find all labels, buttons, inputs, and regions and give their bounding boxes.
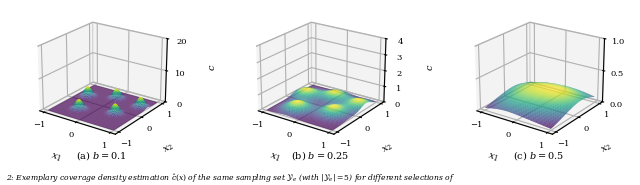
Title: (a) $b = 0.1$: (a) $b = 0.1$: [76, 149, 127, 162]
Y-axis label: $x_2$: $x_2$: [380, 141, 396, 156]
Text: 2: Exemplary coverage density estimation $\hat{c}(x)$ of the same sampling set $: 2: Exemplary coverage density estimation…: [6, 173, 456, 185]
Y-axis label: $x_2$: $x_2$: [162, 141, 177, 156]
X-axis label: $x_1$: $x_1$: [268, 151, 282, 164]
Title: (b) $b = 0.25$: (b) $b = 0.25$: [291, 149, 349, 162]
Title: (c) $b = 0.5$: (c) $b = 0.5$: [513, 149, 564, 162]
X-axis label: $x_1$: $x_1$: [486, 151, 500, 164]
Y-axis label: $x_2$: $x_2$: [599, 141, 614, 156]
X-axis label: $x_1$: $x_1$: [49, 151, 63, 164]
